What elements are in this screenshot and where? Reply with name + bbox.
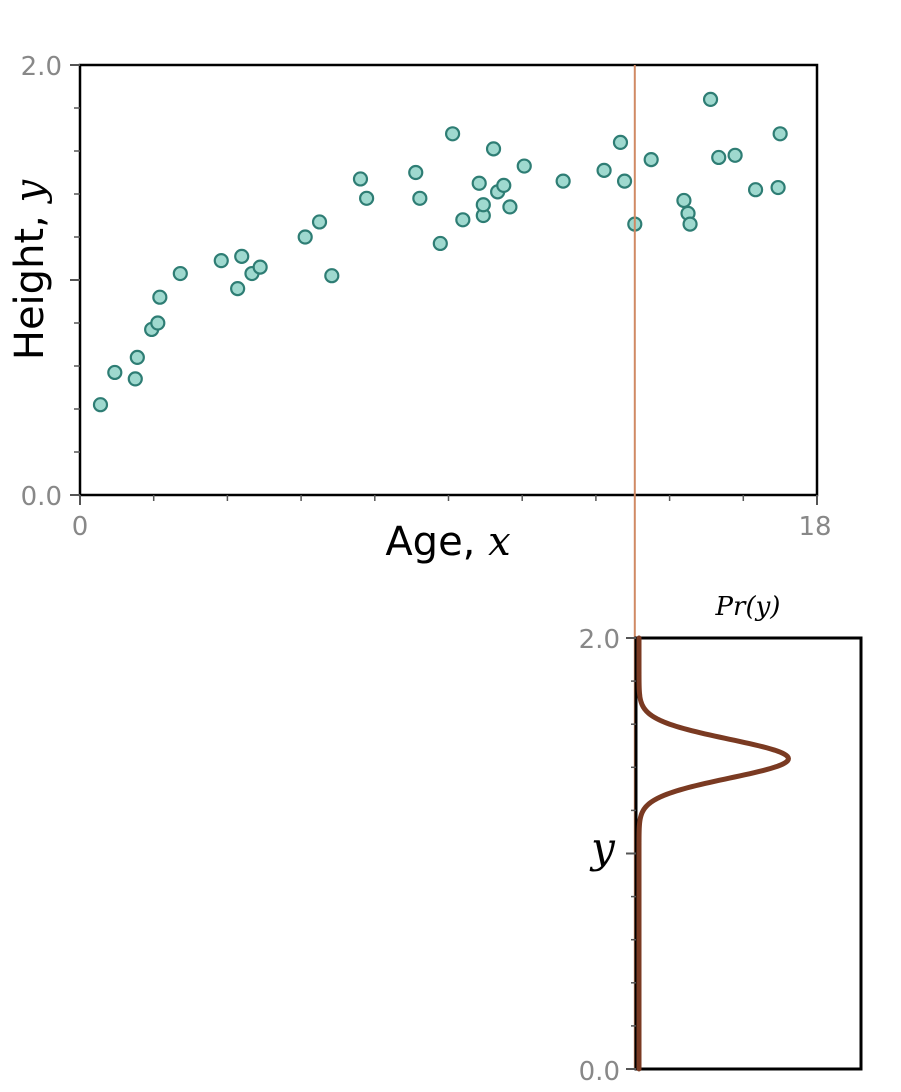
density-plot-frame (634, 636, 863, 1071)
scatter-point (702, 91, 719, 108)
density-y-tick-label-min: 0.0 (579, 1057, 620, 1087)
scatter-point (485, 141, 502, 157)
scatter-point (682, 216, 698, 232)
scatter-point (502, 199, 518, 215)
density-plot-title: Pr(y) (715, 592, 781, 622)
scatter-point (172, 265, 188, 282)
scatter-point (596, 162, 612, 178)
scatter-point (747, 182, 764, 198)
scatter-point (676, 192, 692, 209)
y-axis-variable: y (7, 178, 53, 204)
scatter-point (127, 371, 143, 387)
scatter-point (152, 289, 168, 305)
scatter-point (359, 190, 375, 206)
scatter-y-tick-label-min: 0.0 (21, 482, 62, 512)
scatter-point (772, 126, 788, 142)
scatter-point (516, 158, 532, 174)
density-y-ticks (626, 637, 636, 1070)
scatter-y-tick-label-max: 2.0 (21, 52, 62, 82)
scatter-point (412, 190, 428, 206)
scatter-x-tick-label-max: 18 (798, 512, 831, 542)
scatter-point (475, 197, 491, 213)
density-y-tick-label-max: 2.0 (579, 625, 620, 655)
scatter-point (234, 248, 250, 264)
scatter-point (471, 175, 487, 191)
density-curve (636, 635, 791, 1072)
x-axis-variable: x (488, 519, 511, 565)
scatter-point (107, 364, 123, 381)
scatter-plot: 2.0 0.0 0 18 Age, x Height, y (7, 52, 832, 565)
x-axis-label-text: Age, (385, 519, 488, 565)
scatter-point (92, 397, 109, 413)
scatter-point (230, 281, 246, 297)
scatter-point (616, 173, 633, 189)
scatter-point (252, 259, 268, 275)
scatter-point (311, 214, 328, 230)
scatter-y-axis-label: Height, y (7, 178, 53, 360)
density-plot: Pr(y) 2.0 0.0 y (579, 592, 863, 1087)
scatter-x-axis-label: Age, x (385, 519, 510, 565)
scatter-point (408, 164, 424, 181)
scatter-point (612, 134, 629, 150)
scatter-point (352, 171, 369, 187)
scatter-points (92, 91, 788, 413)
scatter-point (444, 126, 461, 142)
density-y-axis-variable: y (589, 823, 616, 872)
scatter-point (432, 235, 448, 252)
scatter-point (455, 212, 471, 228)
scatter-point (727, 147, 743, 163)
scatter-point (770, 179, 786, 196)
scatter-point (711, 149, 727, 166)
scatter-point (643, 152, 659, 168)
scatter-point (213, 253, 229, 269)
scatter-x-ticks (79, 495, 818, 505)
y-axis-label-text: Height, (7, 202, 53, 360)
scatter-point (496, 177, 512, 193)
scatter-point (324, 268, 340, 284)
scatter-x-tick-label-min: 0 (72, 512, 89, 542)
scatter-y-ticks (70, 64, 80, 496)
scatter-point (297, 229, 313, 245)
scatter-point (129, 349, 145, 365)
scatter-point (150, 315, 166, 331)
scatter-point (555, 173, 571, 189)
